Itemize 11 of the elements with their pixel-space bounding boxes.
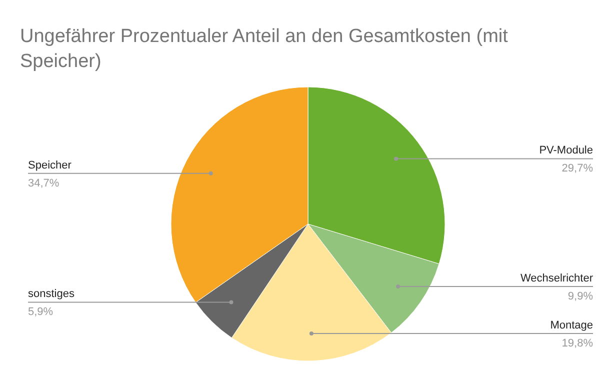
data-label: 9,9% (568, 290, 594, 302)
chart-title: Ungefährer Prozentualer Anteil an den Gesamtkosten (mit Speicher) (20, 26, 509, 72)
slice-label: Speicher (28, 159, 72, 172)
slice-label: Wechselrichter (520, 272, 594, 284)
slice-label: PV-Module (539, 144, 593, 157)
slice-label: Montage (550, 320, 593, 332)
data-label: 34,7% (28, 177, 60, 190)
slice-label: sonstiges (28, 288, 75, 300)
data-label: 29,7% (562, 162, 594, 175)
data-label: 5,9% (28, 306, 54, 318)
data-label: 19,8% (562, 338, 594, 350)
